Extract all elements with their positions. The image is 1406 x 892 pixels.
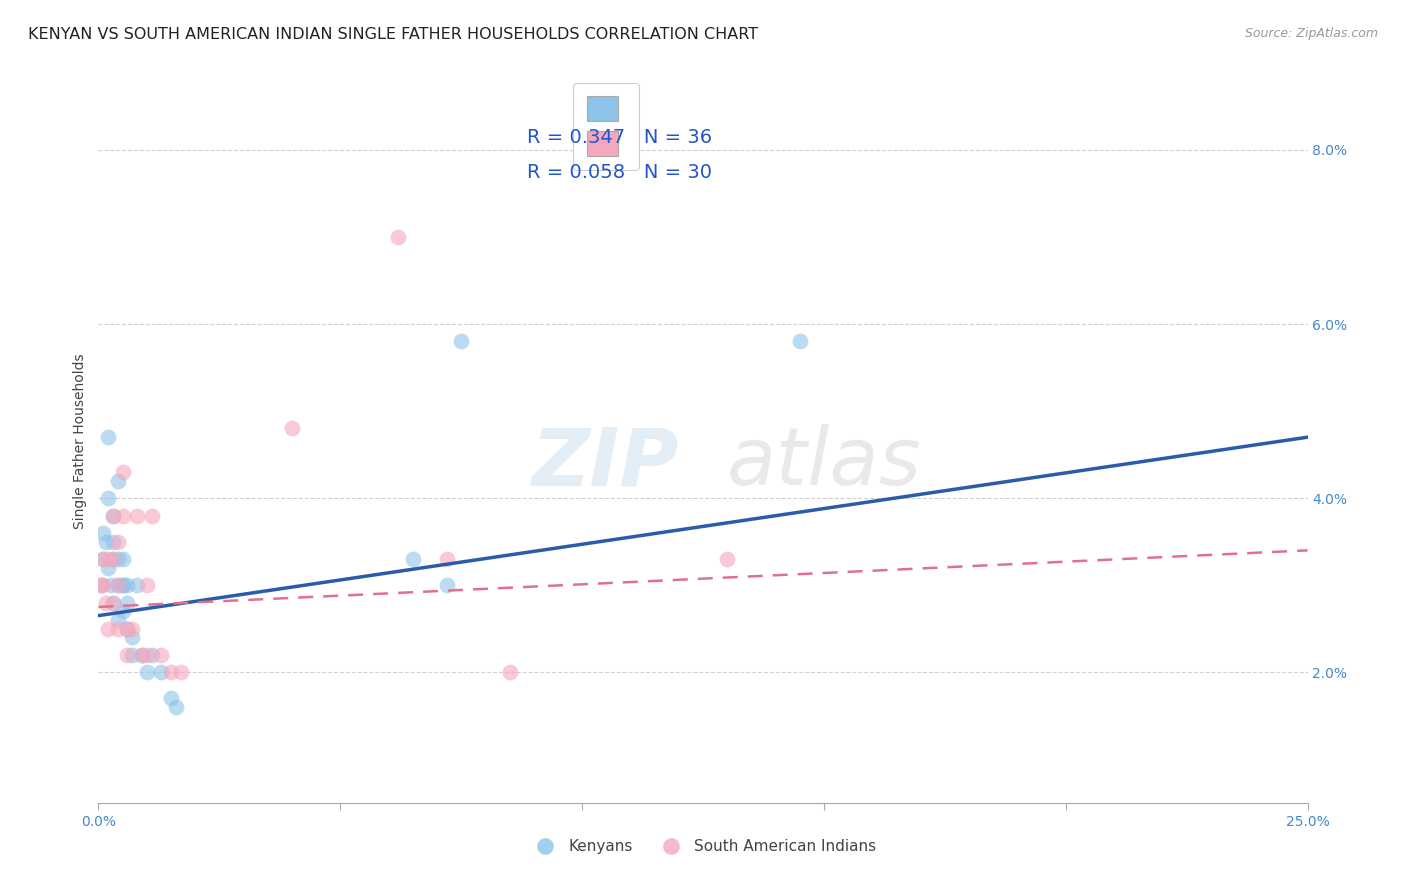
Point: [100, 578, 122, 592]
Point: [101, 596, 124, 610]
Point: [117, 596, 139, 610]
Point: [111, 578, 134, 592]
Point: [498, 665, 520, 680]
Point: [141, 508, 163, 523]
Point: [135, 578, 157, 592]
Point: [131, 648, 153, 662]
Point: [121, 622, 143, 636]
Point: [107, 613, 129, 627]
Point: [107, 578, 129, 592]
Point: [107, 534, 129, 549]
Point: [90, 578, 112, 592]
Point: [387, 230, 409, 244]
Text: KENYAN VS SOUTH AMERICAN INDIAN SINGLE FATHER HOUSEHOLDS CORRELATION CHART: KENYAN VS SOUTH AMERICAN INDIAN SINGLE F…: [28, 27, 758, 42]
Point: [436, 578, 458, 592]
Text: atlas: atlas: [727, 425, 922, 502]
Point: [107, 578, 129, 592]
Point: [101, 596, 124, 610]
Point: [97, 491, 120, 505]
Point: [111, 578, 134, 592]
Point: [97, 622, 120, 636]
Point: [127, 508, 149, 523]
Point: [150, 648, 173, 662]
Point: [101, 552, 124, 566]
Point: [107, 474, 129, 488]
Text: R = 0.347   N = 36: R = 0.347 N = 36: [527, 128, 711, 147]
Point: [97, 552, 120, 566]
Point: [91, 578, 114, 592]
Point: [402, 552, 425, 566]
Point: [111, 508, 134, 523]
Point: [121, 631, 143, 645]
Point: [135, 648, 157, 662]
Point: [165, 700, 187, 714]
Legend: Kenyans, South American Indians: Kenyans, South American Indians: [524, 833, 882, 860]
Point: [97, 561, 120, 575]
Point: [101, 534, 124, 549]
Point: [111, 465, 134, 479]
Point: [91, 525, 114, 540]
Point: [436, 552, 458, 566]
Point: [91, 552, 114, 566]
Point: [111, 552, 134, 566]
Point: [160, 665, 183, 680]
Y-axis label: Single Father Households: Single Father Households: [73, 354, 87, 529]
Point: [107, 622, 129, 636]
Point: [131, 648, 153, 662]
Point: [716, 552, 738, 566]
Text: R = 0.058   N = 30: R = 0.058 N = 30: [527, 163, 711, 182]
Point: [90, 578, 112, 592]
Text: ZIP: ZIP: [531, 425, 679, 502]
Point: [127, 578, 149, 592]
Point: [150, 665, 173, 680]
Point: [281, 421, 304, 435]
Point: [101, 552, 124, 566]
Point: [117, 648, 139, 662]
Point: [94, 596, 117, 610]
Point: [91, 552, 114, 566]
Text: Source: ZipAtlas.com: Source: ZipAtlas.com: [1244, 27, 1378, 40]
Point: [141, 648, 163, 662]
Point: [117, 578, 139, 592]
Point: [94, 534, 117, 549]
Point: [135, 665, 157, 680]
Point: [121, 648, 143, 662]
Point: [117, 622, 139, 636]
Point: [160, 691, 183, 706]
Point: [450, 334, 472, 349]
Point: [111, 604, 134, 618]
Point: [101, 508, 124, 523]
Point: [789, 334, 811, 349]
Point: [107, 552, 129, 566]
Point: [117, 622, 139, 636]
Point: [97, 430, 120, 444]
Point: [169, 665, 191, 680]
Point: [101, 508, 124, 523]
